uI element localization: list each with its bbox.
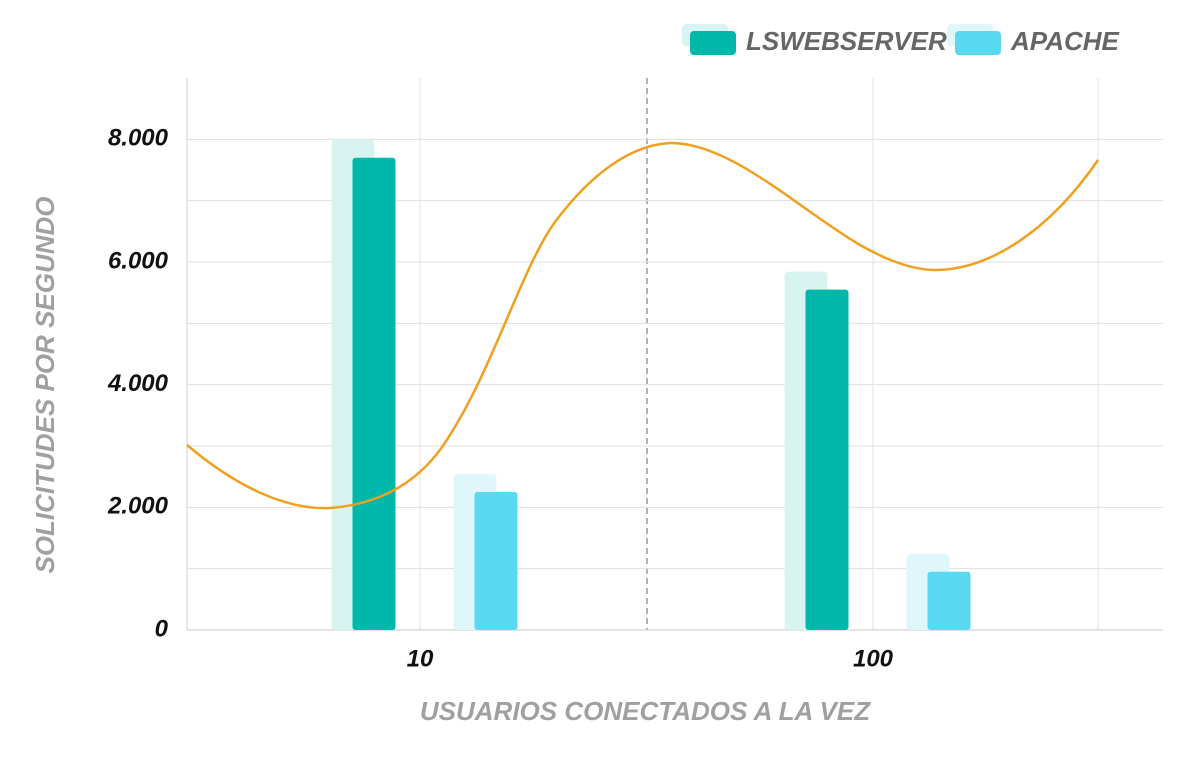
x-axis-title: USUARIOS CONECTADOS A LA VEZ — [420, 696, 871, 726]
bar — [805, 289, 849, 630]
y-tick-label: 8.000 — [108, 125, 169, 152]
y-tick-label: 2.000 — [107, 493, 169, 520]
y-tick-label: 6.000 — [108, 247, 169, 274]
bar — [927, 571, 971, 630]
legend-label: APACHE — [1010, 26, 1120, 56]
y-tick-label: 4.000 — [107, 370, 169, 397]
legend-swatch — [955, 31, 1001, 55]
decorative-curve — [186, 141, 1100, 510]
bar — [352, 157, 396, 630]
bar — [474, 492, 518, 630]
legend-label: LSWEBSERVER — [746, 26, 947, 56]
x-tick-label: 100 — [853, 645, 894, 672]
x-tick-label: 10 — [407, 645, 434, 672]
legend-swatch — [690, 31, 736, 55]
y-axis-title: SOLICITUDES POR SEGUNDO — [30, 196, 60, 573]
y-tick-label: 0 — [155, 615, 169, 642]
